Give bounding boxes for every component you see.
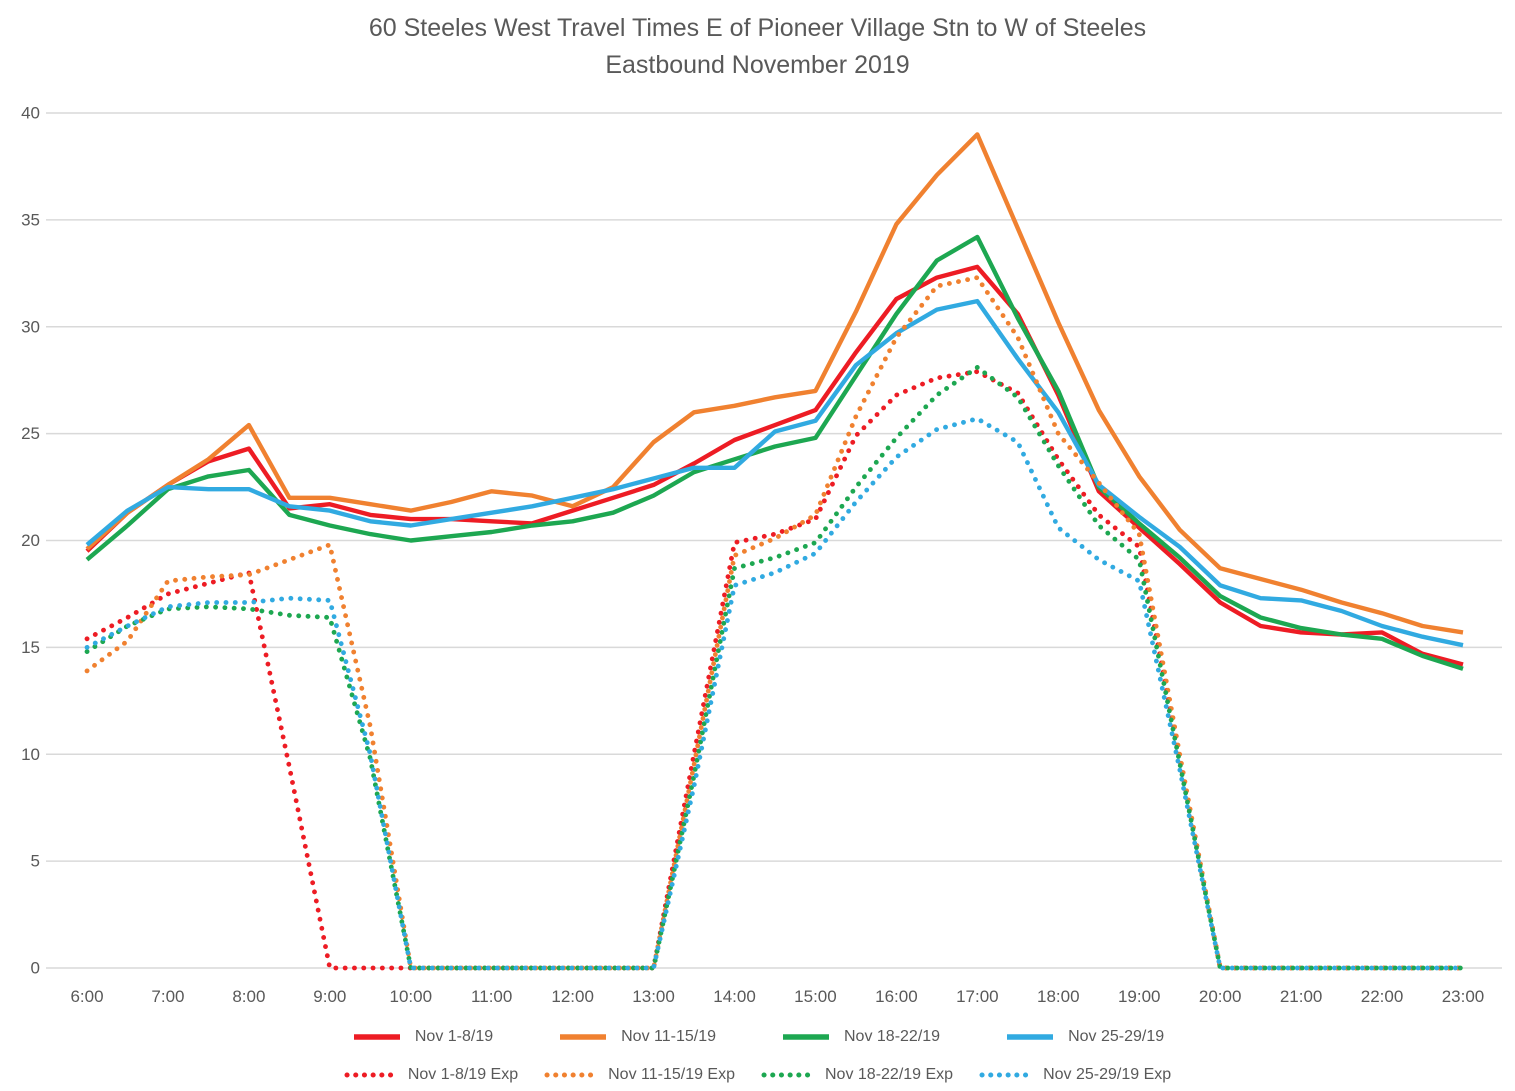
x-axis-tick-label-22:00: 22:00 [1361, 987, 1404, 1006]
x-axis-tick-label-9:00: 9:00 [313, 987, 346, 1006]
legend-label: Nov 11-15/19 [621, 1028, 716, 1045]
legend-item-nov-1-8-19-exp: Nov 1-8/19 Exp [344, 1066, 518, 1084]
x-axis-tick-label-16:00: 16:00 [875, 987, 918, 1006]
legend-swatch-solid-blue [1007, 1034, 1054, 1040]
series-line-nov-25-29-19-exp [84, 416, 1466, 971]
x-axis-tick-label-14:00: 14:00 [713, 987, 756, 1006]
legend-item-nov-18-22-19-exp: Nov 18-22/19 Exp [761, 1066, 953, 1084]
legend-label: Nov 25-29/19 Exp [1043, 1066, 1172, 1083]
legend-item-nov-11-15-19: Nov 11-15/19 [557, 1028, 716, 1046]
x-axis-tick-label-10:00: 10:00 [389, 987, 432, 1006]
legend-label: Nov 18-22/19 Exp [825, 1066, 954, 1083]
y-axis-tick-label-25: 25 [21, 424, 40, 443]
x-axis-tick-label-12:00: 12:00 [551, 987, 594, 1006]
legend-swatch-dotted-red [344, 1072, 396, 1078]
series-line-nov-1-8-19 [85, 264, 1464, 667]
series-line-nov-18-22-19-exp [84, 364, 1466, 971]
x-axis-tick-label-19:00: 19:00 [1118, 987, 1161, 1006]
x-axis-tick-label-23:00: 23:00 [1442, 987, 1485, 1006]
y-axis-tick-label-40: 40 [21, 104, 40, 123]
x-axis-tick-label-13:00: 13:00 [632, 987, 675, 1006]
y-axis-tick-label-30: 30 [21, 317, 40, 336]
legend-label: Nov 1-8/19 [414, 1028, 494, 1045]
x-axis-tick-label-20:00: 20:00 [1199, 987, 1242, 1006]
legend-swatch-solid-orange [560, 1034, 607, 1040]
x-axis-tick-label-11:00: 11:00 [471, 987, 512, 1006]
series-line-nov-11-15-19 [85, 132, 1464, 635]
y-axis-tick-label-5: 5 [31, 852, 40, 871]
legend-swatch-dotted-orange [544, 1072, 596, 1078]
series-line-nov-1-8-19-exp [84, 369, 1466, 971]
x-axis-tick-label-8:00: 8:00 [232, 987, 265, 1006]
legend-label: Nov 18-22/19 [844, 1028, 941, 1045]
legend-row-exp: Nov 1-8/19 Exp Nov 11-15/19 Exp Nov 18-22/… [0, 1066, 1515, 1084]
legend-row-solid: Nov 1-8/19 Nov 11-15/19 Nov 18-22/19 Nov 25… [0, 1028, 1515, 1046]
legend-item-nov-25-29-19-exp: Nov 25-29/19 Exp [979, 1066, 1171, 1084]
y-axis-tick-label-35: 35 [21, 210, 40, 229]
legend-swatch-dotted-blue [979, 1072, 1031, 1078]
x-axis-tick-label-6:00: 6:00 [70, 987, 103, 1006]
y-axis-tick-label-10: 10 [21, 745, 40, 764]
y-axis-tick-label-20: 20 [21, 531, 40, 550]
x-axis-tick-label-21:00: 21:00 [1280, 987, 1323, 1006]
legend-label: Nov 1-8/19 Exp [407, 1066, 519, 1083]
chart-title: 60 Steeles West Travel Times E of Pionee… [0, 10, 1515, 84]
x-axis-tick-label-18:00: 18:00 [1037, 987, 1080, 1006]
legend-swatch-dotted-green [761, 1072, 813, 1078]
legend-item-nov-11-15-19-exp: Nov 11-15/19 Exp [544, 1066, 735, 1084]
legend-label: Nov 25-29/19 [1068, 1028, 1165, 1045]
series-line-nov-25-29-19 [85, 298, 1464, 648]
x-axis-tick-label-17:00: 17:00 [956, 987, 999, 1006]
x-axis-tick-label-7:00: 7:00 [151, 987, 184, 1006]
series-line-nov-18-22-19 [85, 234, 1464, 671]
legend-swatch-solid-red [353, 1034, 400, 1040]
legend-label: Nov 11-15/19 Exp [608, 1066, 735, 1083]
legend-item-nov-18-22-19: Nov 18-22/19 [780, 1028, 940, 1046]
legend-item-nov-25-29-19: Nov 25-29/19 [1004, 1028, 1164, 1046]
legend-swatch-solid-green [783, 1034, 829, 1040]
y-axis-tick-label-0: 0 [31, 959, 40, 978]
chart-title-line-2: Eastbound November 2019 [605, 51, 910, 79]
chart-title-line-1: 60 Steeles West Travel Times E of Pionee… [368, 14, 1147, 42]
legend-item-nov-1-8-19: Nov 1-8/19 [351, 1028, 493, 1046]
x-axis-tick-label-15:00: 15:00 [794, 987, 837, 1006]
y-axis-tick-label-15: 15 [21, 638, 40, 657]
